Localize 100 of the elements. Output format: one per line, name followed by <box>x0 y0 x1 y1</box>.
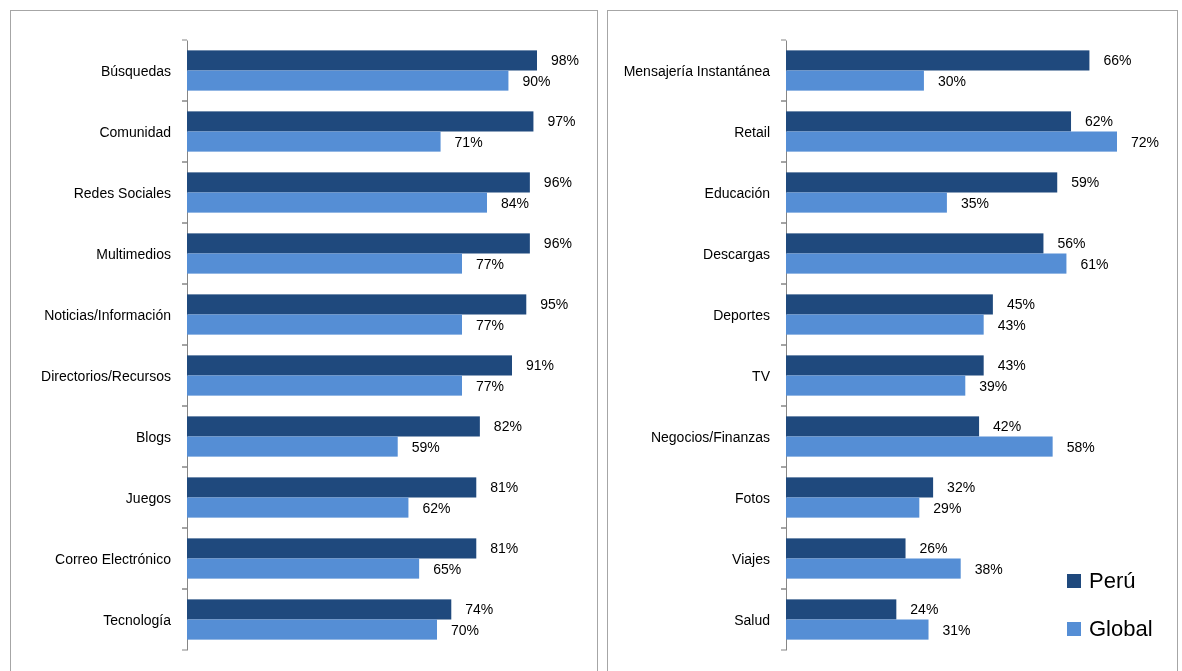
data-label: 45% <box>1006 296 1035 313</box>
data-label: 81% <box>490 540 519 557</box>
data-label: 39% <box>979 377 1008 394</box>
data-label: 77% <box>476 255 505 272</box>
data-label: 31% <box>942 621 971 638</box>
y-tick-label: Multimedios <box>96 245 171 262</box>
bar <box>786 416 980 437</box>
bar <box>187 558 420 579</box>
bar <box>187 436 398 457</box>
bar <box>786 50 1090 71</box>
data-label: 65% <box>433 560 462 577</box>
bar <box>786 172 1058 193</box>
y-tick-label: Deportes <box>713 306 770 323</box>
bar <box>786 436 1053 457</box>
y-tick-label: Descargas <box>703 245 770 262</box>
y-tick-label: Comunidad <box>99 123 171 140</box>
data-label: 59% <box>1071 174 1100 191</box>
data-label: 97% <box>547 113 576 130</box>
bar <box>187 50 537 71</box>
data-label: 62% <box>422 499 451 516</box>
y-tick-label: Negocios/Finanzas <box>650 428 770 445</box>
bar <box>187 172 530 193</box>
data-label: 84% <box>501 194 530 211</box>
bar <box>187 375 462 396</box>
data-label: 56% <box>1057 235 1086 252</box>
data-label: 58% <box>1066 438 1095 455</box>
data-label: 66% <box>1103 52 1132 69</box>
data-label: 29% <box>933 499 962 516</box>
bar <box>187 416 480 437</box>
data-label: 72% <box>1131 133 1160 150</box>
bar <box>786 538 906 559</box>
y-tick-label: Mensajería Instantánea <box>623 62 771 79</box>
y-tick-label: Salud <box>734 611 770 628</box>
bar <box>786 375 966 396</box>
y-tick-label: Retail <box>734 123 770 140</box>
bar <box>187 253 462 274</box>
bar <box>786 497 920 518</box>
data-label: 95% <box>540 296 569 313</box>
y-tick-label: Correo Electrónico <box>55 550 172 567</box>
data-label: 43% <box>997 316 1026 333</box>
data-label: 71% <box>454 133 483 150</box>
legend-label: Global <box>1089 616 1153 641</box>
bar <box>187 233 530 254</box>
bar <box>786 70 924 91</box>
y-tick-label: Búsquedas <box>100 62 171 79</box>
bar <box>786 314 984 335</box>
y-tick-label: Noticias/Información <box>44 306 171 323</box>
bar <box>187 497 409 518</box>
bar <box>786 619 929 640</box>
bar <box>187 477 477 498</box>
bar <box>187 131 441 152</box>
data-label: 77% <box>476 377 505 394</box>
data-label: 98% <box>551 52 580 69</box>
y-tick-label: Directorios/Recursos <box>41 367 171 384</box>
bar <box>786 192 947 213</box>
bar <box>187 599 452 620</box>
data-label: 61% <box>1080 255 1109 272</box>
bar <box>187 111 534 132</box>
data-label: 90% <box>522 72 551 89</box>
data-label: 77% <box>476 316 505 333</box>
data-label: 32% <box>947 479 976 496</box>
data-label: 62% <box>1085 113 1114 130</box>
legend-label: Perú <box>1089 568 1136 593</box>
data-label: 96% <box>543 174 572 191</box>
data-label: 42% <box>993 418 1022 435</box>
bar <box>187 314 462 335</box>
bar <box>187 538 477 559</box>
bar <box>786 294 993 315</box>
bar <box>187 70 509 91</box>
data-label: 74% <box>465 601 494 618</box>
bar <box>786 477 934 498</box>
y-tick-label: TV <box>752 367 771 384</box>
bar <box>786 599 897 620</box>
bar <box>786 355 984 376</box>
data-label: 81% <box>490 479 519 496</box>
bar <box>786 131 1117 152</box>
data-label: 30% <box>937 72 966 89</box>
data-label: 91% <box>526 357 555 374</box>
y-tick-label: Educación <box>704 184 770 201</box>
data-label: 26% <box>919 540 948 557</box>
y-tick-label: Juegos <box>125 489 171 506</box>
data-label: 59% <box>411 438 440 455</box>
y-tick-label: Redes Sociales <box>73 184 171 201</box>
data-label: 96% <box>543 235 572 252</box>
data-label: 70% <box>451 621 480 638</box>
y-tick-label: Blogs <box>135 428 171 445</box>
bar <box>786 558 961 579</box>
y-tick-label: Tecnología <box>103 611 172 628</box>
data-label: 24% <box>910 601 939 618</box>
bar <box>786 111 1072 132</box>
data-label: 35% <box>960 194 989 211</box>
bar <box>187 355 512 376</box>
y-tick-label: Viajes <box>732 550 770 567</box>
data-label: 38% <box>974 560 1003 577</box>
y-tick-label: Fotos <box>734 489 770 506</box>
bar <box>187 294 527 315</box>
bar <box>187 192 487 213</box>
bar <box>786 253 1067 274</box>
data-label: 82% <box>493 418 522 435</box>
data-label: 43% <box>997 357 1026 374</box>
